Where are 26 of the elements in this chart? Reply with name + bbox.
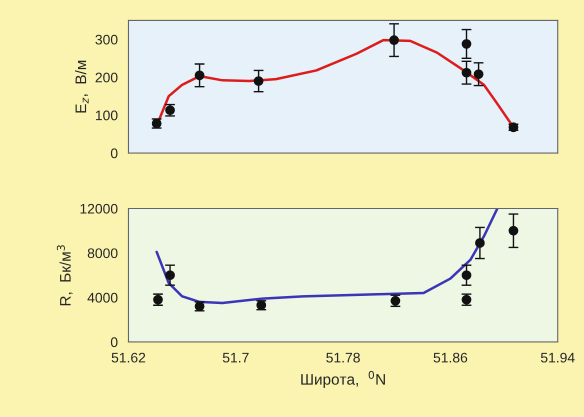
x-axis-title: Широта, $^{0}$N [301, 370, 385, 388]
x-tick-label: 51.78 [326, 352, 360, 363]
point [194, 70, 204, 80]
x-tick-label: 51.86 [434, 352, 468, 363]
y-axis-title: R, Бк/м$^{3}$ [56, 245, 73, 306]
y-tick-label: 4000 [87, 292, 118, 303]
point [462, 39, 472, 49]
x-tick-label: 51.94 [540, 352, 575, 363]
point [462, 68, 472, 78]
point [389, 35, 399, 45]
x-tick-label: 51.62 [112, 352, 146, 363]
point [474, 69, 484, 80]
point [254, 76, 264, 86]
y-axis-title: E$_{z}$, В/м [75, 60, 89, 113]
point [165, 270, 175, 280]
point [462, 270, 472, 280]
x-tick-label: 51.7 [222, 352, 249, 363]
y-tick-label: 100 [96, 110, 118, 120]
y-tick-label: 12000 [80, 204, 118, 214]
y-tick-label: 0 [110, 337, 118, 348]
y-tick-label: 300 [95, 34, 118, 45]
y-tick-label: 8000 [88, 248, 118, 258]
point [475, 238, 485, 248]
y-tick-label: 200 [96, 72, 118, 82]
point [508, 226, 518, 236]
y-tick-label: 0 [110, 148, 118, 158]
